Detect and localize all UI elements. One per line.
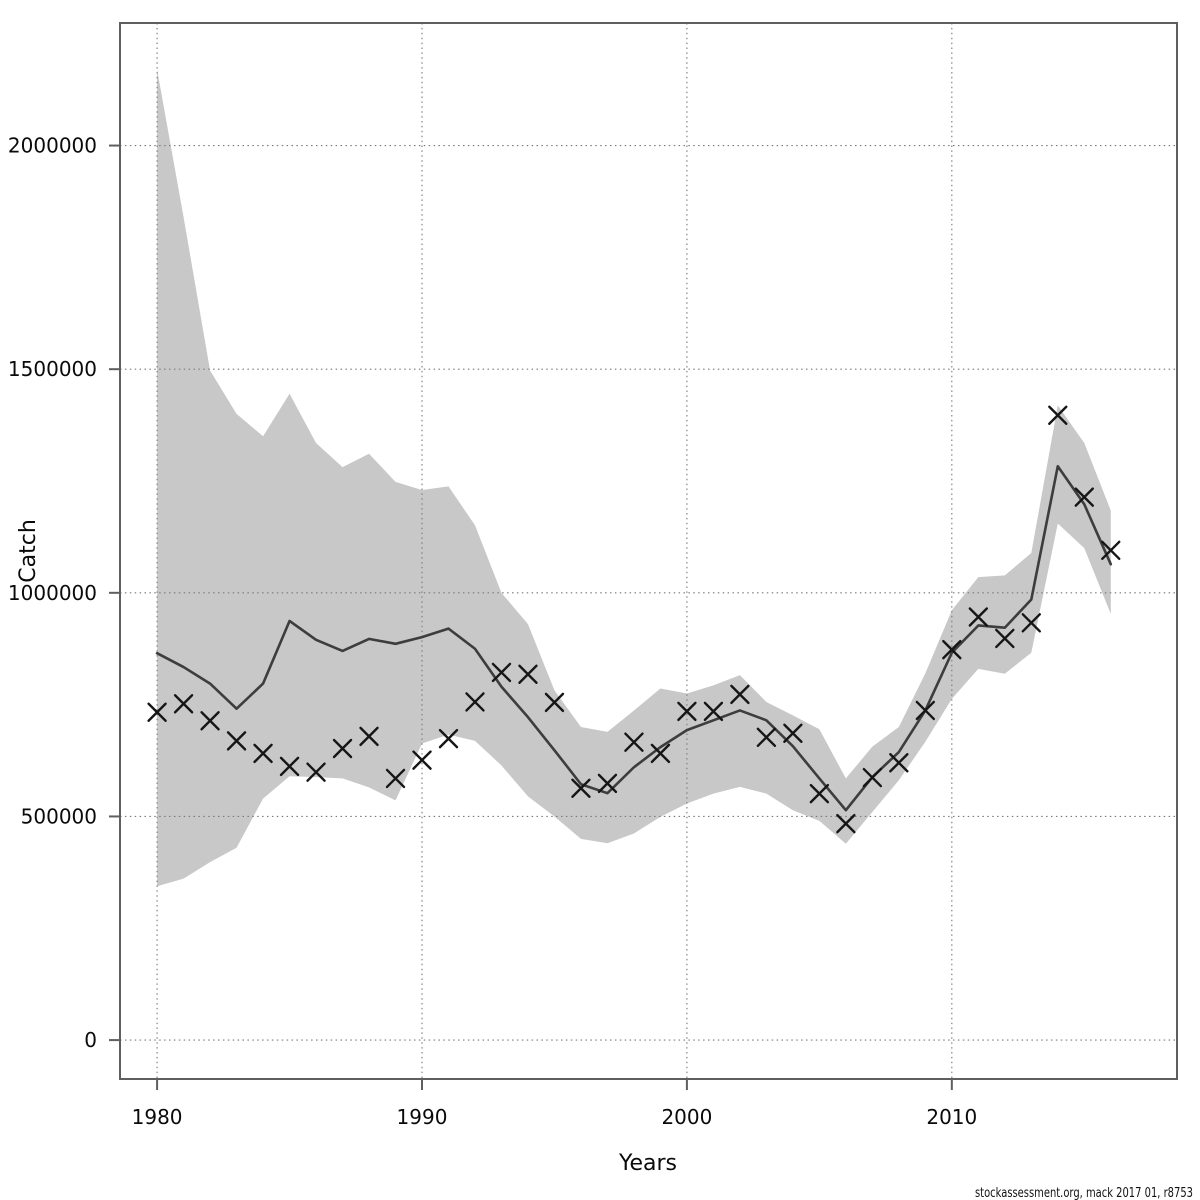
observed-marker — [862, 767, 883, 788]
observed-marker — [624, 732, 644, 752]
observed-marker — [677, 701, 697, 722]
observed-marker — [650, 743, 671, 764]
observed-marker — [1048, 405, 1068, 425]
observed-marker — [173, 694, 194, 714]
tick-labels-group: 1980 1990 2000 2010 0 500000 1000000 1500000 200… — [8, 134, 977, 1129]
observed-marker — [783, 723, 803, 743]
confidence-band — [157, 69, 1111, 887]
observed-marker — [915, 700, 936, 721]
observed-marker — [359, 726, 379, 747]
x-tick-label: 2010 — [926, 1105, 977, 1129]
observed-marker — [438, 728, 459, 749]
observed-marker — [385, 768, 406, 789]
observed-marker — [1021, 613, 1041, 633]
y-tick-label: 500000 — [21, 804, 97, 828]
y-tick-label: 1500000 — [8, 357, 97, 381]
observed-marker — [279, 756, 300, 777]
y-axis-title: Catch — [16, 519, 41, 583]
estimate-line — [155, 464, 1113, 812]
x-tick-label: 2000 — [661, 1105, 712, 1129]
x-tick-label: 1990 — [397, 1105, 448, 1129]
observed-markers-group — [147, 405, 1121, 834]
observed-marker — [942, 639, 962, 660]
observed-marker — [332, 738, 353, 759]
observed-marker — [491, 662, 512, 683]
observed-marker — [200, 711, 220, 731]
observed-marker — [809, 783, 830, 804]
observed-marker — [597, 773, 618, 794]
observed-marker — [544, 692, 565, 713]
y-tick-label: 2000000 — [8, 134, 97, 158]
observed-marker — [412, 750, 432, 770]
observed-marker — [836, 813, 856, 834]
y-tick-label: 1000000 — [8, 581, 97, 605]
observed-marker — [756, 727, 777, 747]
observed-marker — [147, 702, 167, 722]
observed-marker — [730, 684, 750, 705]
source-watermark: stockassessment.org, mack 2017 01, r8753 — [975, 1186, 1193, 1200]
observed-marker — [226, 731, 247, 751]
observed-marker — [968, 607, 989, 627]
y-tick-label: 0 — [84, 1028, 97, 1052]
plot-border — [119, 22, 1178, 1080]
observed-marker — [306, 762, 326, 782]
observed-marker — [1074, 487, 1094, 507]
observed-marker — [889, 753, 909, 773]
observed-marker — [703, 701, 724, 722]
observed-marker — [518, 664, 538, 684]
plot-frame-group — [109, 22, 1178, 1090]
observed-marker — [571, 778, 591, 798]
x-axis-title: Years — [618, 1151, 677, 1176]
estimate-line-group — [155, 464, 1113, 812]
confidence-band-group — [157, 69, 1111, 887]
observed-marker — [995, 628, 1015, 649]
observed-marker — [465, 692, 485, 712]
observed-marker — [1101, 540, 1121, 561]
observed-marker — [253, 743, 273, 764]
x-tick-label: 1980 — [132, 1105, 183, 1129]
